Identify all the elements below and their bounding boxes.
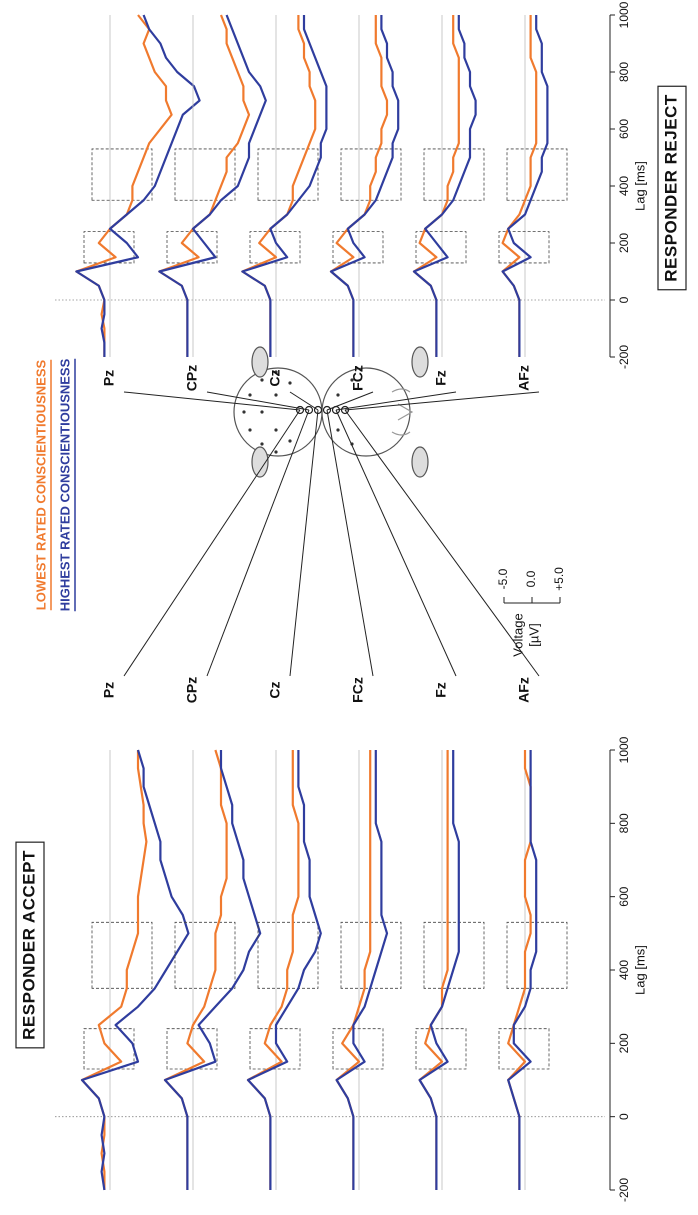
electrode-label: AFz: [516, 365, 532, 391]
x-tick-label: 400: [617, 176, 631, 196]
ear: [251, 346, 269, 378]
leader-line: [123, 409, 301, 677]
analysis-window: [174, 921, 236, 989]
electrode-label: Cz: [267, 681, 283, 698]
analysis-window: [498, 231, 550, 264]
title-box: [657, 85, 687, 291]
electrode-label: CPz: [184, 677, 200, 703]
electrode-label: Fz: [433, 682, 449, 698]
panel-title: RESPONDER REJECT: [661, 94, 680, 282]
rotated-plot: LOWEST RATED CONSCIENTIOUSNESS HIGHEST RA…: [15, 1, 687, 1202]
scale-tick-label: -5.0: [496, 568, 510, 589]
erp-trace: [75, 14, 201, 357]
electrode-label: Fz: [433, 370, 449, 386]
erp-trace: [163, 749, 228, 1190]
erp-trace: [418, 750, 449, 1190]
ear: [411, 446, 429, 478]
analysis-window: [415, 1028, 467, 1070]
analysis-window: [257, 148, 319, 201]
analysis-window: [415, 231, 467, 264]
analysis-window: [91, 148, 153, 201]
head-diagram: [233, 346, 429, 478]
analysis-window: [249, 231, 301, 264]
analysis-window: [174, 148, 236, 201]
x-tick-label: 800: [617, 62, 631, 82]
electrode-label: Pz: [101, 682, 117, 698]
scale-label: Voltage: [510, 613, 525, 656]
electrode-label: Cz: [267, 369, 283, 386]
electrode-label: FCz: [350, 365, 366, 391]
x-tick-label: 1000: [617, 1, 631, 28]
ear: [251, 446, 269, 478]
head-front: [321, 367, 411, 457]
electrode-label: Pz: [101, 370, 117, 386]
electrode-label: FCz: [350, 677, 366, 703]
erp-trace: [246, 750, 322, 1190]
analysis-window: [423, 921, 485, 989]
erp-trace: [80, 750, 148, 1190]
analysis-window: [332, 1028, 384, 1070]
analysis-window: [332, 231, 384, 264]
electrode-label: AFz: [516, 677, 532, 703]
erp-trace: [241, 15, 328, 357]
x-axis-label: Lag [ms]: [632, 161, 647, 211]
legend-label: LOWEST RATED CONSCIENTIOUSNESS: [33, 359, 48, 610]
erp-trace: [501, 15, 549, 357]
leader-line: [344, 409, 540, 677]
leader-line: [206, 391, 310, 411]
leader-line: [206, 409, 310, 677]
leader-line: [335, 391, 457, 411]
leader-line: [335, 409, 457, 677]
scale-label: [µV]: [526, 623, 541, 646]
scale-tick-label: +5.0: [552, 567, 566, 591]
panel-title: RESPONDER ACCEPT: [19, 850, 38, 1040]
scale-tick-label: 0.0: [524, 570, 538, 587]
analysis-window: [91, 921, 153, 989]
leader-line: [123, 391, 301, 411]
scalp-dots: [242, 370, 354, 454]
erp-trace: [241, 15, 317, 357]
x-tick-label: 800: [617, 813, 631, 833]
erp-trace: [329, 15, 400, 357]
analysis-window: [506, 148, 568, 201]
electrode-label: CPz: [184, 365, 200, 391]
x-tick-label: 1000: [617, 736, 631, 763]
leader-line: [344, 391, 540, 411]
leader-line: [326, 409, 374, 677]
x-tick-label: 0: [617, 296, 631, 303]
erp-trace: [75, 14, 173, 357]
legend-label: HIGHEST RATED CONSCIENTIOUSNESS: [57, 358, 72, 611]
erp-trace: [246, 750, 300, 1190]
erp-trace: [158, 14, 267, 357]
x-axis-label: Lag [ms]: [632, 945, 647, 995]
erp-trace: [80, 749, 190, 1191]
face: [391, 388, 414, 436]
leader-line: [326, 391, 374, 411]
ear: [411, 346, 429, 378]
analysis-window: [498, 1028, 550, 1070]
x-tick-label: 200: [617, 1033, 631, 1053]
x-tick-label: 200: [617, 233, 631, 253]
erp-trace: [412, 15, 477, 357]
erp-trace: [163, 750, 262, 1190]
leader-line: [289, 409, 319, 677]
x-tick-label: 400: [617, 960, 631, 980]
erp-trace: [418, 750, 460, 1190]
x-tick-label: 600: [617, 886, 631, 906]
erp-trace: [335, 750, 389, 1190]
analysis-window: [83, 231, 135, 264]
title-box: [15, 841, 45, 1049]
x-tick-label: -200: [617, 1178, 631, 1202]
x-tick-label: 0: [617, 1113, 631, 1120]
x-tick-label: -200: [617, 345, 631, 369]
leader-line: [289, 391, 319, 411]
x-tick-label: 600: [617, 119, 631, 139]
erp-trace: [507, 750, 538, 1190]
